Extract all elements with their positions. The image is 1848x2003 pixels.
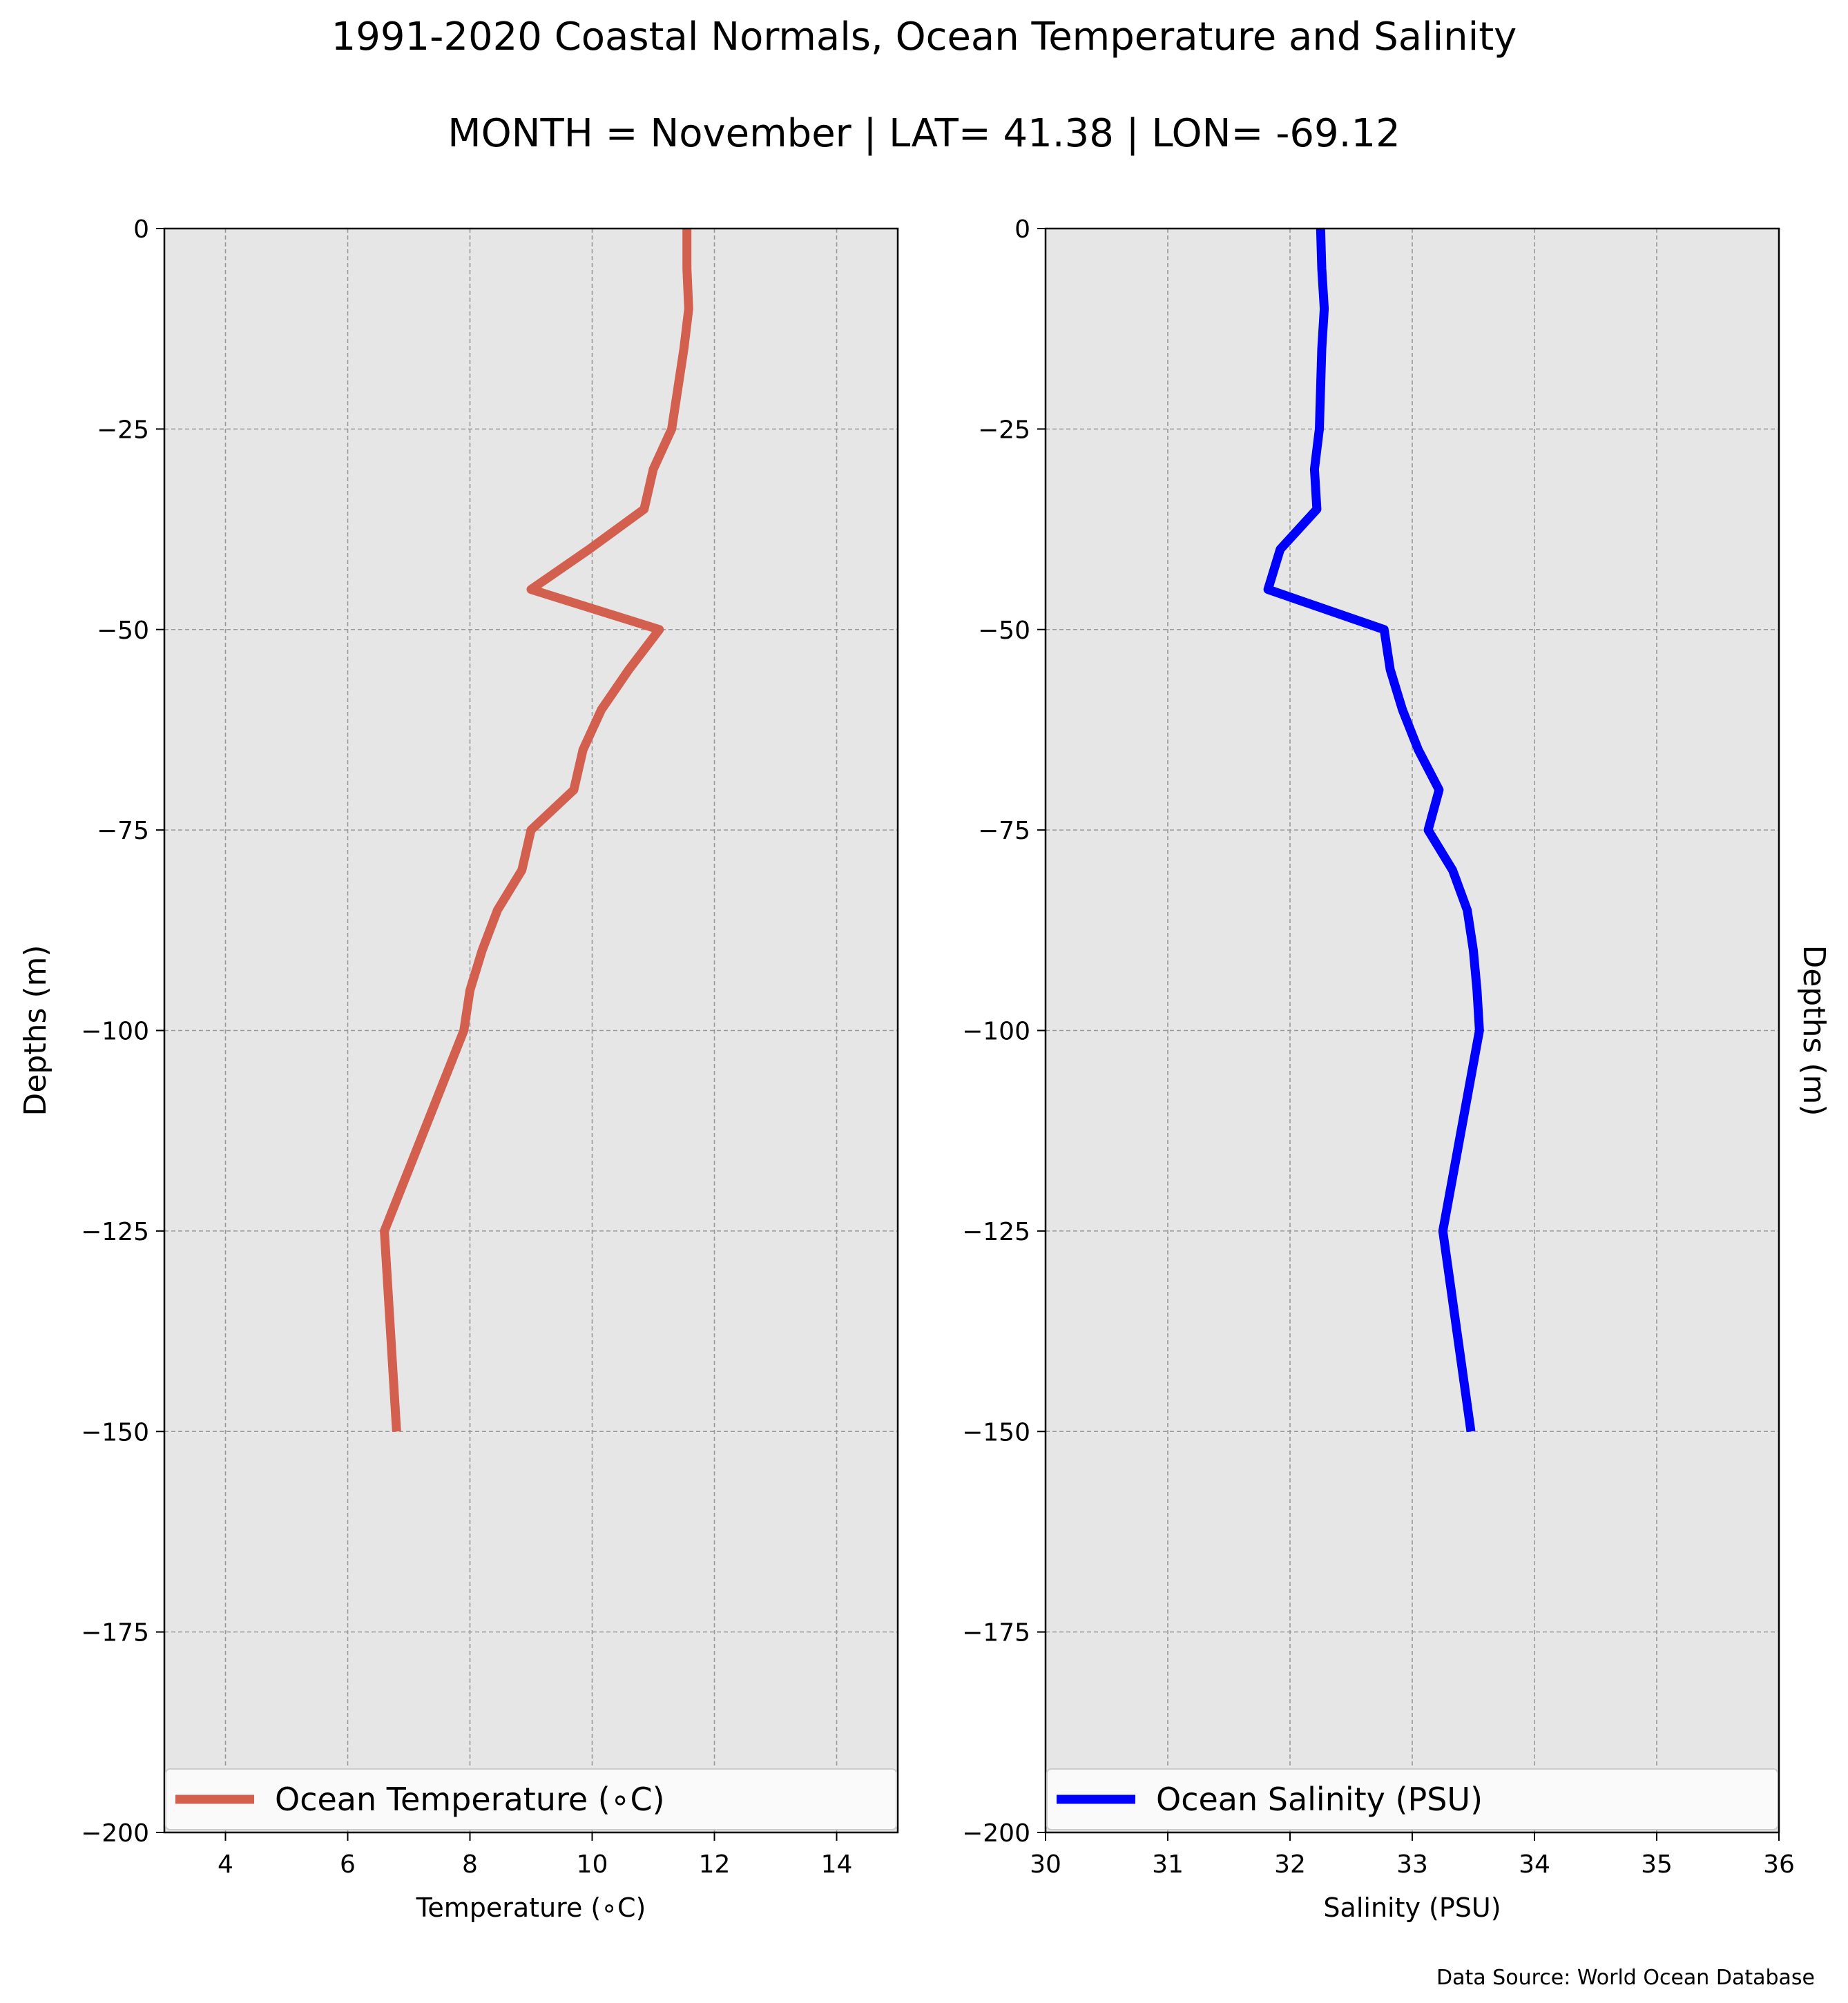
salinity-y-tick-label: −50 — [978, 617, 1030, 645]
temperature-panel: 4 6 8 10 12 14 0 −25 −50 −75 −100 −125 −150 −175 −200 T… — [18, 215, 899, 1923]
salinity-legend-label: Ocean Salinity (PSU) — [1156, 1781, 1483, 1818]
temperature-y-tick-label: −200 — [81, 1819, 149, 1848]
salinity-y-tick-label: 0 — [1014, 215, 1030, 244]
temperature-y-tick-label: −125 — [81, 1218, 149, 1246]
salinity-x-tick-label: 34 — [1519, 1850, 1550, 1879]
salinity-y-tick-label: −175 — [962, 1619, 1030, 1647]
figure-title: 1991-2020 Coastal Normals, Ocean Tempera… — [331, 14, 1517, 59]
salinity-y-tick-label: −25 — [978, 416, 1030, 444]
temperature-x-tick-label: 4 — [218, 1850, 233, 1879]
temperature-y-tick-label: −50 — [97, 617, 149, 645]
salinity-x-tick-label: 35 — [1641, 1850, 1673, 1879]
temperature-x-tick-label: 10 — [577, 1850, 608, 1879]
temperature-series-line — [380, 229, 693, 1432]
temperature-y-tick-label: −150 — [81, 1418, 149, 1446]
temperature-x-tick-label: 14 — [821, 1850, 853, 1879]
temperature-y-axis-label: Depths (m) — [18, 945, 53, 1116]
salinity-x-tick-label: 32 — [1274, 1850, 1306, 1879]
salinity-x-tick-label: 33 — [1396, 1850, 1428, 1879]
salinity-y-tick-label: −125 — [962, 1218, 1030, 1246]
salinity-legend: Ocean Salinity (PSU) — [1046, 1768, 1778, 1830]
salinity-x-axis-label: Salinity (PSU) — [1323, 1893, 1501, 1923]
salinity-y-tick-label: −200 — [962, 1819, 1030, 1848]
temperature-x-axis-label: Temperature (∘C) — [416, 1893, 646, 1923]
temperature-legend-box — [165, 1768, 897, 1830]
salinity-y-tick-label: −100 — [962, 1018, 1030, 1046]
temperature-legend-label: Ocean Temperature (∘C) — [275, 1781, 665, 1818]
salinity-y-axis-label: Depths (m) — [1796, 945, 1831, 1116]
temperature-y-tick-label: −175 — [81, 1619, 149, 1647]
temperature-y-tick-label: 0 — [133, 215, 149, 244]
figure-subtitle: MONTH = November | LAT= 41.38 | LON= -69… — [447, 111, 1401, 156]
salinity-x-tick-label: 30 — [1030, 1850, 1061, 1879]
salinity-x-tick-label: 36 — [1763, 1850, 1795, 1879]
temperature-legend: Ocean Temperature (∘C) — [165, 1768, 897, 1830]
temperature-y-tick-label: −100 — [81, 1018, 149, 1046]
data-source: Data Source: World Ocean Database — [1436, 1966, 1815, 1990]
salinity-y-tick-label: −150 — [962, 1418, 1030, 1446]
temperature-y-tick-label: −25 — [97, 416, 149, 444]
salinity-legend-box — [1046, 1768, 1778, 1830]
salinity-series-line — [1263, 228, 1484, 1433]
temperature-y-tick-label: −75 — [97, 817, 149, 845]
salinity-panel: 30 31 32 33 34 35 36 0 −25 −50 −75 −100 −125 −150 −175… — [962, 215, 1831, 1923]
temperature-x-tick-label: 12 — [699, 1850, 731, 1879]
temperature-x-tick-label: 6 — [340, 1850, 356, 1879]
salinity-y-tick-label: −75 — [978, 817, 1030, 845]
temperature-x-tick-label: 8 — [462, 1850, 478, 1879]
salinity-x-tick-label: 31 — [1152, 1850, 1184, 1879]
